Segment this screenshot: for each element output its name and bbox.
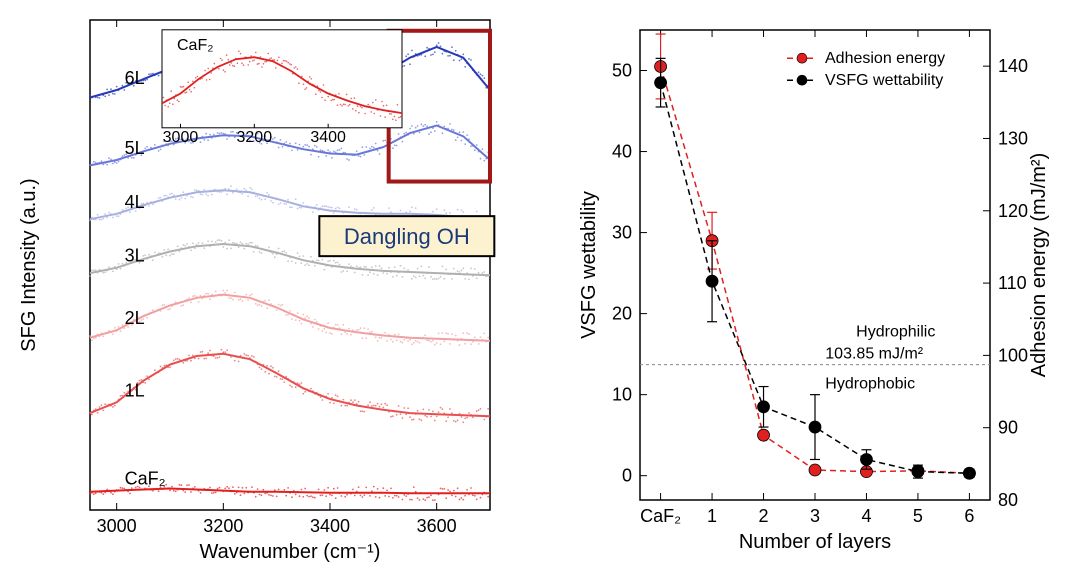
right-ytick-right-label: 100 [998,345,1028,365]
right-ytick-right-label: 80 [998,490,1018,510]
right-ytick-right-label: 90 [998,418,1018,438]
legend-marker-1 [797,75,807,85]
xtick-label: 3200 [203,516,243,536]
right-ylabel-right: Adhesion energy (mJ/m²) [1028,153,1050,378]
right-xtick-label: CaF₂ [640,506,681,526]
right-ytick-left-label: 50 [612,61,632,81]
legend-label-1: VSFG wettability [825,72,943,89]
legend-marker-0 [797,53,807,63]
right-ytick-left-label: 40 [612,142,632,162]
right-ytick-right-label: 110 [998,273,1027,293]
threshold-label: 103.85 mJ/m² [825,346,923,363]
series-marker-1 [706,275,718,287]
right-xtick-label: 1 [707,506,717,526]
series-marker-1 [655,77,667,89]
right-xtick-label: 3 [810,506,820,526]
figure: 3000320034003600Wavenumber (cm⁻¹)SFG Int… [0,0,1080,580]
xtick-label: 3000 [97,516,137,536]
right-xtick-label: 5 [913,506,923,526]
xtick-label: 3400 [310,516,350,536]
spectrum-label-4L: 4L [125,192,145,212]
right-xlabel: Number of layers [739,531,891,553]
series-marker-1 [860,453,872,465]
series-marker-1 [758,401,770,413]
spectrum-line-5L [90,126,490,166]
right-panel: CaF₂ 1 2 3 4 5 6 0 10 20 30 40 50 80 90 100 110 120 130 140… [578,30,1050,553]
right-ytick-left-label: 30 [612,223,632,243]
spectrum-label-6L: 6L [125,68,145,88]
left-xlabel: Wavenumber (cm⁻¹) [200,541,381,563]
right-ytick-left-label: 0 [622,466,632,486]
series-marker-1 [912,466,924,478]
spectrum-label-3L: 3L [125,246,145,266]
inset-xtick-label: 3000 [163,129,199,146]
spectrum-label-CaF₂: CaF₂ [125,469,166,489]
series-marker-1 [809,421,821,433]
xtick-label: 3600 [417,516,457,536]
right-ytick-right-label: 120 [998,201,1028,221]
series-marker-0 [758,429,770,441]
svg-canvas: 3000320034003600Wavenumber (cm⁻¹)SFG Int… [0,0,1080,580]
right-xtick-label: 6 [964,506,974,526]
spectrum-line-2L [90,295,490,341]
legend-label-0: Adhesion energy [825,50,945,67]
spectrum-label-5L: 5L [125,138,145,158]
dangling-oh-callout-text: Dangling OH [344,224,470,249]
right-xtick-label: 4 [861,506,871,526]
series-marker-0 [809,464,821,476]
spectrum-label-2L: 2L [125,308,145,328]
inset-xtick-label: 3200 [237,129,273,146]
spectrum-dots-1L [89,349,489,423]
right-xtick-label: 2 [759,506,769,526]
region-lower: Hydrophobic [825,376,915,393]
spectrum-label-1L: 1L [125,380,145,400]
region-upper: Hydrophilic [856,324,935,341]
dangling-oh-highlight [389,31,490,182]
right-ytick-left-label: 10 [612,385,632,405]
inset-xtick-label: 3400 [310,129,346,146]
series-marker-1 [963,467,975,479]
left-panel: 3000 3200 3400 3600 Wavenumber (cm⁻¹) SFG Int… [18,20,494,563]
inset-label: CaF₂ [177,37,213,54]
left-ylabel: SFG Intensity (a.u.) [18,178,40,351]
right-ytick-right-label: 140 [998,56,1028,76]
right-ytick-right-label: 130 [998,128,1028,148]
right-ylabel-left: VSFG wettability [578,191,600,339]
right-ytick-left-label: 20 [612,304,632,324]
